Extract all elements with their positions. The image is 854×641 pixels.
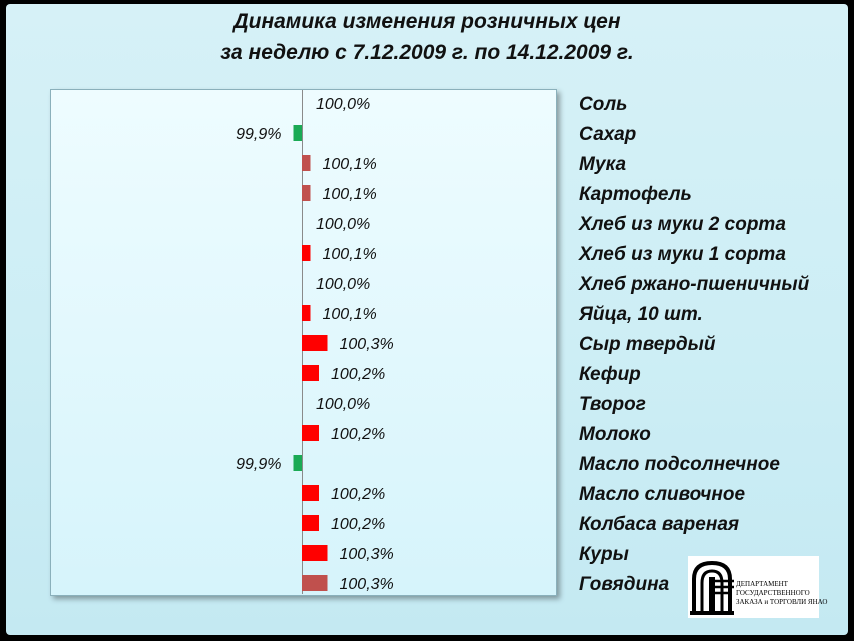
bar-15 [302, 545, 328, 561]
bar-9 [302, 365, 319, 381]
bar-12 [293, 455, 302, 471]
bar-14 [302, 515, 319, 531]
category-label-9: Кефир [579, 364, 641, 385]
category-label-4: Хлеб из муки 2 сорта [578, 214, 786, 235]
bar-7 [302, 305, 311, 321]
title-line-2: за неделю с 7.12.2009 г. по 14.12.2009 г… [220, 41, 634, 64]
category-label-8: Сыр твердый [579, 334, 716, 355]
category-label-2: Мука [579, 154, 626, 175]
value-label-4: 100,0% [316, 216, 370, 233]
value-label-13: 100,2% [331, 486, 385, 503]
logo-text-line-3: ЗАКАЗА и ТОРГОВЛИ ЯНАО [736, 598, 828, 606]
department-logo: ДЕПАРТАМЕНТ ГОСУДАРСТВЕННОГО ЗАКАЗА и ТО… [688, 556, 828, 618]
value-label-5: 100,1% [323, 246, 377, 263]
value-label-11: 100,2% [331, 426, 385, 443]
bar-3 [302, 185, 311, 201]
department-emblem-icon [690, 560, 734, 615]
category-label-12: Масло подсолнечное [579, 454, 780, 475]
category-label-7: Яйца, 10 шт. [578, 304, 703, 325]
logo-text-line-1: ДЕПАРТАМЕНТ [736, 580, 788, 588]
bar-11 [302, 425, 319, 441]
category-label-10: Творог [579, 394, 646, 415]
bar-2 [302, 155, 311, 171]
value-label-16: 100,3% [340, 576, 394, 593]
category-label-6: Хлеб ржано-пшеничный [578, 274, 810, 295]
category-label-11: Молоко [579, 424, 651, 445]
logo-text-line-2: ГОСУДАРСТВЕННОГО [736, 589, 810, 597]
category-label-1: Сахар [579, 124, 636, 145]
value-label-0: 100,0% [316, 96, 370, 113]
value-label-3: 100,1% [323, 186, 377, 203]
value-label-8: 100,3% [340, 336, 394, 353]
category-label-0: Соль [579, 94, 627, 115]
category-label-15: Куры [579, 544, 629, 565]
value-label-12: 99,9% [236, 456, 281, 473]
category-label-13: Масло сливочное [579, 484, 745, 505]
value-label-10: 100,0% [316, 396, 370, 413]
value-label-15: 100,3% [340, 546, 394, 563]
bar-5 [302, 245, 311, 261]
value-label-2: 100,1% [323, 156, 377, 173]
bar-1 [293, 125, 302, 141]
value-label-7: 100,1% [323, 306, 377, 323]
bar-13 [302, 485, 319, 501]
value-label-9: 100,2% [331, 366, 385, 383]
category-label-16: Говядина [579, 574, 670, 595]
value-label-6: 100,0% [316, 276, 370, 293]
title-line-1: Динамика изменения розничных цен [233, 10, 621, 33]
category-label-5: Хлеб из муки 1 сорта [578, 244, 786, 265]
bar-8 [302, 335, 328, 351]
category-label-14: Колбаса вареная [579, 514, 739, 535]
chart-title: Динамика изменения розничных цен за неде… [0, 6, 854, 68]
category-label-3: Картофель [579, 184, 692, 205]
value-label-1: 99,9% [236, 126, 281, 143]
value-label-14: 100,2% [331, 516, 385, 533]
bar-16 [302, 575, 328, 591]
